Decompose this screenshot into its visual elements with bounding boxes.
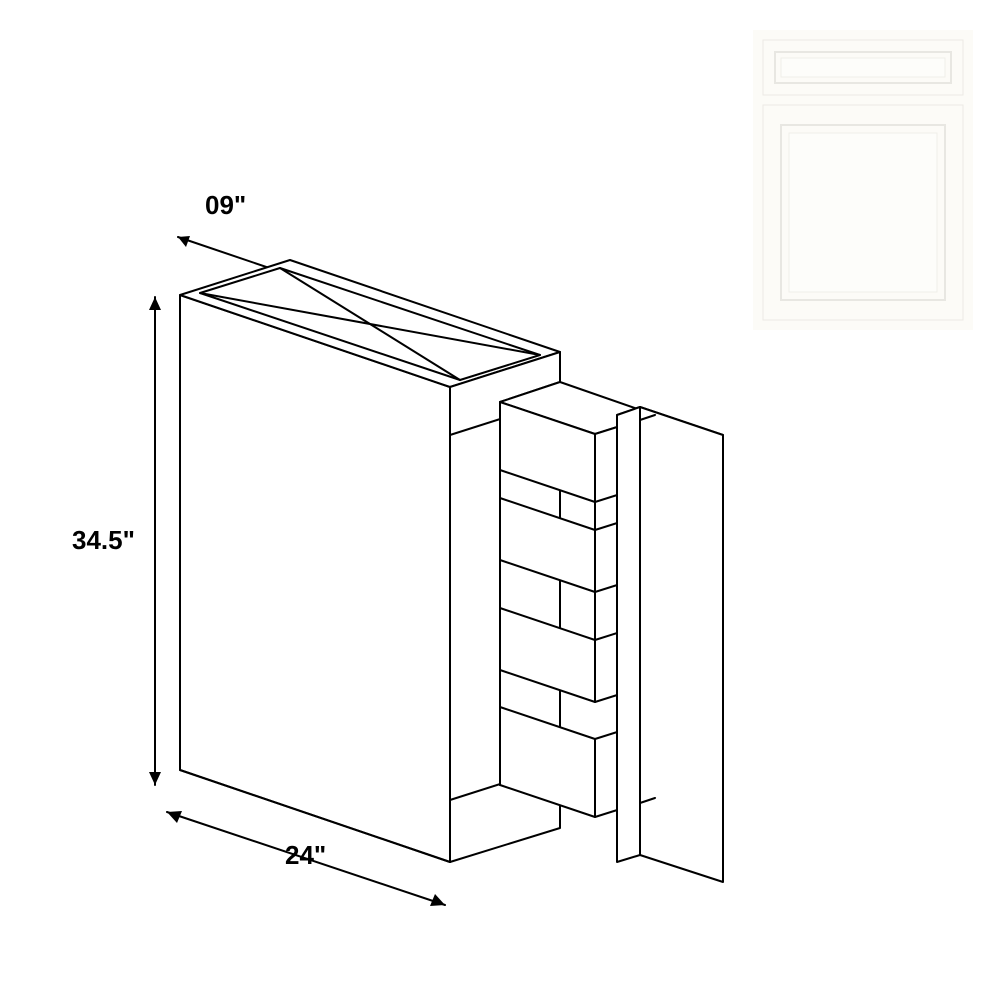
- diagram-container: 09" 34.5" 24": [0, 0, 1000, 1000]
- door-panel-swatch: [753, 30, 973, 330]
